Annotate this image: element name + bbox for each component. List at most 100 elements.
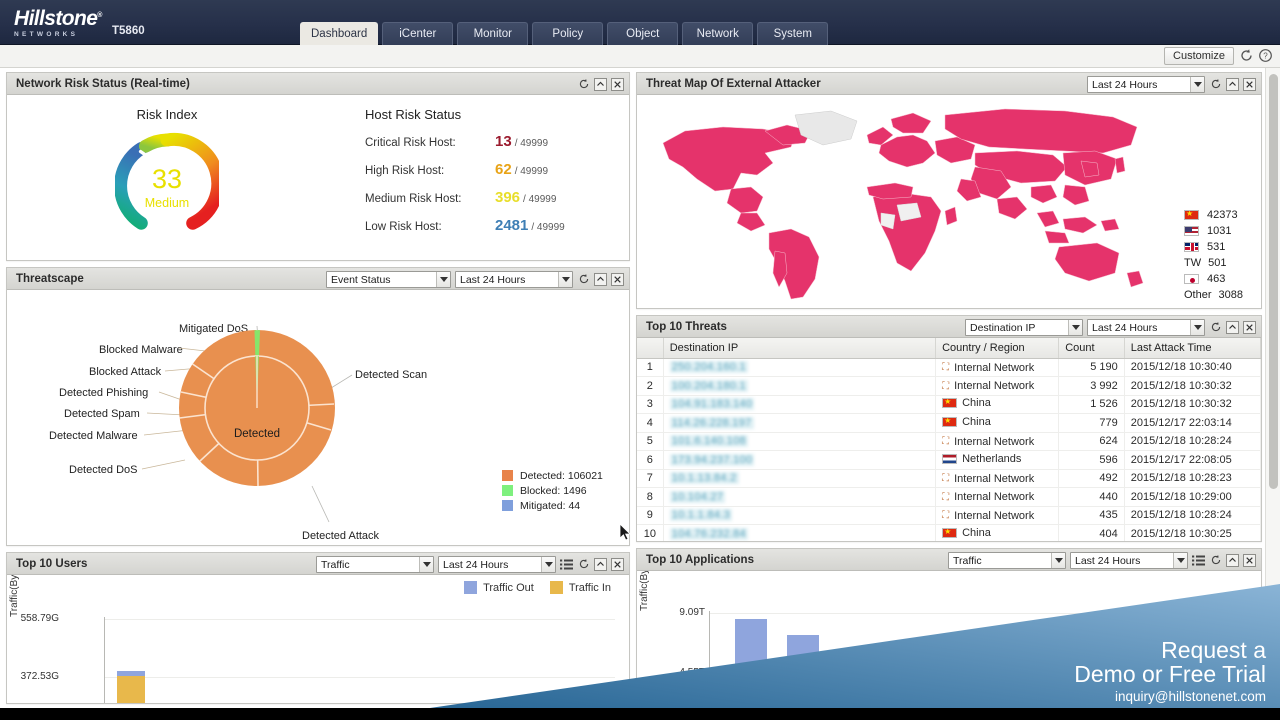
users-period-select[interactable]: Last 24 Hours (438, 556, 556, 573)
collapse-icon[interactable] (1226, 321, 1239, 334)
redacted-ip: 114.26.228.197 (670, 417, 754, 429)
flag-icon-jp (1184, 274, 1199, 284)
threatscape-metric-select[interactable]: Event Status (326, 271, 451, 288)
threats-metric-select[interactable]: Destination IP (965, 319, 1083, 336)
nav-tab-network[interactable]: Network (682, 22, 753, 45)
country-cell: ⛶Internal Network (942, 473, 1034, 485)
th-index[interactable] (637, 338, 663, 358)
cell-destination-ip[interactable]: 10.1.1.84.3 (663, 506, 935, 525)
cell-destination-ip[interactable]: 104.91.183.140 (663, 395, 935, 414)
panel-top-10-users: Top 10 Users Traffic Last 24 Hours (6, 552, 630, 704)
cell-last-attack-time: 2015/12/18 10:28:23 (1124, 469, 1260, 488)
collapse-icon[interactable] (594, 273, 607, 286)
threatscape-period-select[interactable]: Last 24 Hours (455, 271, 573, 288)
cell-destination-ip[interactable]: 250.204.160.1 (663, 358, 935, 377)
apps-metric-select[interactable]: Traffic (948, 552, 1066, 569)
nav-tab-dashboard[interactable]: Dashboard (300, 22, 378, 45)
cell-destination-ip[interactable]: 104.76.232.84 (663, 525, 935, 542)
close-icon[interactable] (1243, 554, 1256, 567)
close-icon[interactable] (1243, 78, 1256, 91)
chevron-down-icon[interactable] (419, 557, 433, 572)
cell-destination-ip[interactable]: 100.204.180.1 (663, 377, 935, 396)
threatmap-period-select[interactable]: Last 24 Hours (1087, 76, 1205, 93)
cell-destination-ip[interactable]: 10.1.13.84.2 (663, 469, 935, 488)
select-value: Last 24 Hours (460, 274, 525, 286)
th-count[interactable]: Count (1059, 338, 1125, 358)
cell-last-attack-time: 2015/12/18 10:30:40 (1124, 358, 1260, 377)
list-view-icon[interactable] (560, 558, 573, 571)
scrollbar-thumb[interactable] (1269, 74, 1278, 489)
panel-threat-map: Threat Map Of External Attacker Last 24 … (636, 72, 1262, 309)
chevron-down-icon[interactable] (1068, 320, 1082, 335)
list-view-icon[interactable] (1192, 554, 1205, 567)
nav-tab-icenter[interactable]: iCenter (382, 22, 453, 45)
cell-destination-ip[interactable]: 101.6.140.108 (663, 432, 935, 451)
panel-top-10-threats: Top 10 Threats Destination IP Last 24 Ho… (636, 315, 1262, 542)
help-icon[interactable]: ? (1258, 48, 1273, 63)
refresh-icon[interactable] (577, 273, 590, 286)
cell-destination-ip[interactable]: 10.104.27 (663, 488, 935, 507)
chevron-down-icon[interactable] (1190, 77, 1204, 92)
host-risk-value: 13 (495, 133, 512, 150)
chevron-down-icon[interactable] (1173, 553, 1187, 568)
cell-index: 3 (637, 395, 663, 414)
collapse-icon[interactable] (594, 558, 607, 571)
chevron-down-icon[interactable] (1190, 320, 1204, 335)
country-cell: China (942, 527, 991, 539)
country-cell: China (942, 397, 991, 409)
select-value: Last 24 Hours (443, 559, 508, 571)
region-name: Netherlands (962, 453, 1021, 465)
donut-center-label: Detected (157, 428, 357, 440)
app-header: Hillstone NETWORKS T5860 DashboardiCente… (0, 0, 1280, 45)
close-icon[interactable] (1243, 321, 1256, 334)
region-name: Internal Network (954, 436, 1034, 448)
chevron-down-icon[interactable] (558, 272, 572, 287)
refresh-icon[interactable] (1239, 48, 1254, 63)
chevron-down-icon[interactable] (436, 272, 450, 287)
host-risk-value: 62 (495, 161, 512, 178)
panel-body: Traffic(Bytes) 9.09T 4.55T (637, 571, 1261, 695)
customize-button[interactable]: Customize (1164, 47, 1234, 65)
collapse-icon[interactable] (594, 78, 607, 91)
nav-tab-policy[interactable]: Policy (532, 22, 603, 45)
th-destination-ip[interactable]: Destination IP (663, 338, 935, 358)
cell-destination-ip[interactable]: 114.26.228.197 (663, 414, 935, 433)
th-last-attack-time[interactable]: Last Attack Time (1124, 338, 1260, 358)
refresh-icon[interactable] (1209, 78, 1222, 91)
nav-tab-object[interactable]: Object (607, 22, 678, 45)
chevron-down-icon[interactable] (541, 557, 555, 572)
close-icon[interactable] (611, 273, 624, 286)
table-header: Destination IP Country / Region Count La… (637, 338, 1261, 358)
nav-tab-monitor[interactable]: Monitor (457, 22, 528, 45)
close-icon[interactable] (611, 78, 624, 91)
collapse-icon[interactable] (1226, 554, 1239, 567)
threats-period-select[interactable]: Last 24 Hours (1087, 319, 1205, 336)
cell-destination-ip[interactable]: 173.94.237.100 (663, 451, 935, 470)
vertical-scrollbar[interactable] (1265, 68, 1280, 720)
nav-tab-system[interactable]: System (757, 22, 828, 45)
chevron-down-icon[interactable] (1051, 553, 1065, 568)
refresh-icon[interactable] (1209, 321, 1222, 334)
refresh-icon[interactable] (1209, 554, 1222, 567)
close-icon[interactable] (611, 558, 624, 571)
cell-country-region: ⛶Internal Network (936, 377, 1059, 396)
collapse-icon[interactable] (1226, 78, 1239, 91)
users-metric-select[interactable]: Traffic (316, 556, 434, 573)
apps-period-select[interactable]: Last 24 Hours (1070, 552, 1188, 569)
th-country-region[interactable]: Country / Region (936, 338, 1059, 358)
refresh-icon[interactable] (577, 558, 590, 571)
refresh-icon[interactable] (577, 78, 590, 91)
panel-header: Network Risk Status (Real-time) (7, 73, 629, 95)
world-map[interactable] (645, 101, 1165, 301)
